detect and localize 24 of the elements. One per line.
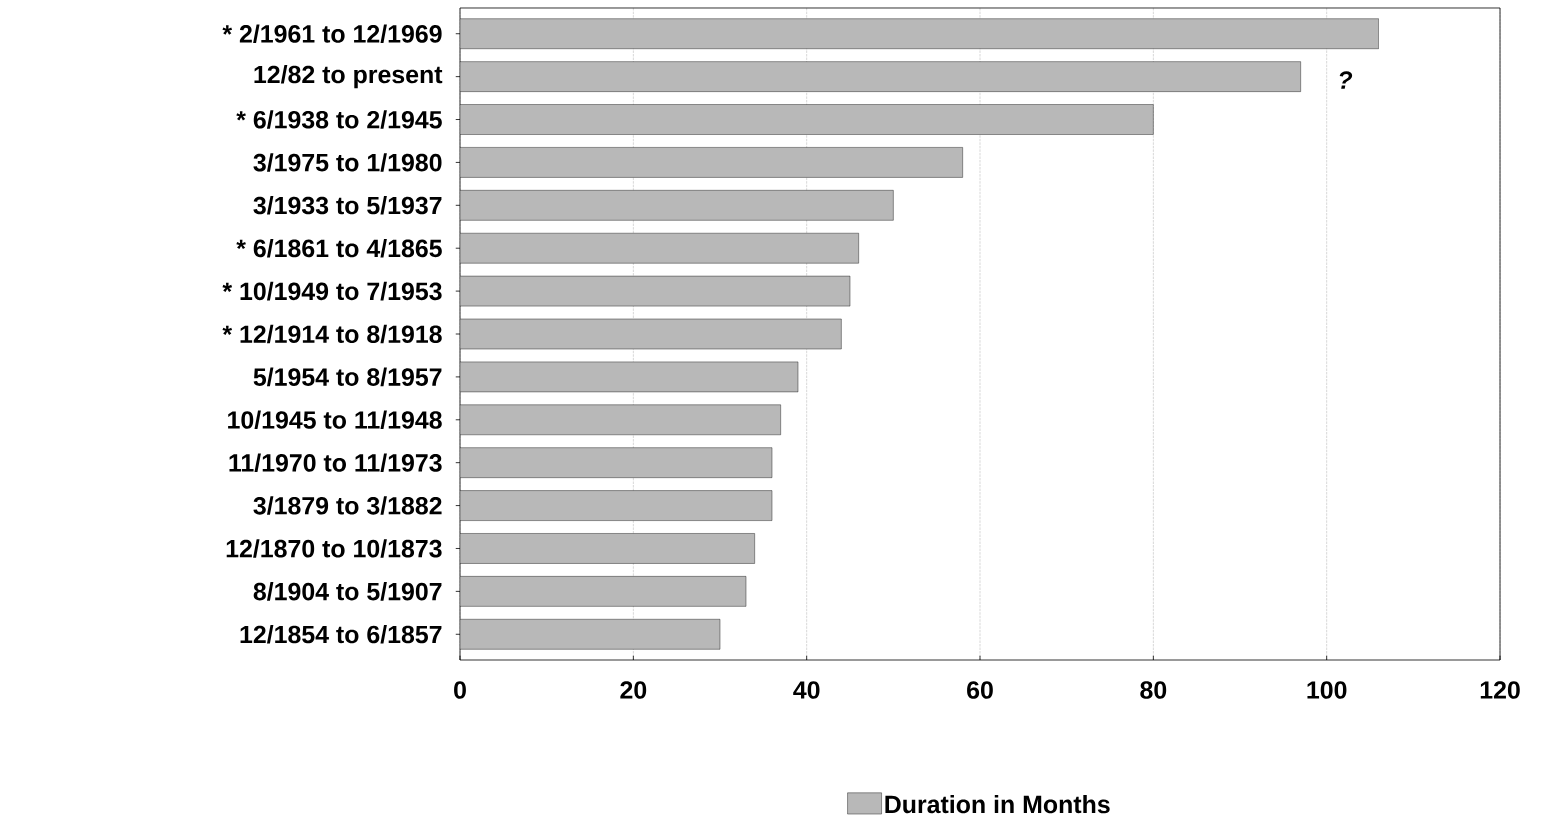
y-tick-label: 5/1954 to 8/1957	[253, 367, 442, 387]
y-tick-label: 12/1870 to 10/1873	[226, 539, 442, 558]
y-tick-label: 12/82 to present	[254, 65, 443, 89]
y-tick-label: * 6/1938 to 2/1945	[236, 110, 442, 129]
y-tick-label: 3/1933 to 5/1937	[253, 196, 442, 215]
y-tick-label: 10/1945 to 11/1948	[228, 410, 442, 430]
y-tick-label: * 12/1914 to 8/1918	[222, 324, 442, 344]
x-tick-label: 80	[1140, 681, 1167, 699]
x-tick-label: 120	[1480, 681, 1520, 699]
y-tick-label: * 6/1861 to 4/1865	[236, 238, 442, 258]
y-tick-label: 8/1904 to 5/1907	[253, 582, 442, 601]
annotation: ?	[1339, 71, 1353, 89]
y-tick-label: 3/1975 to 1/1980	[253, 153, 442, 172]
x-tick-label: 40	[793, 681, 820, 699]
y-tick-label: 11/1970 to 11/1973	[229, 453, 442, 472]
y-tick-label: 12/1854 to 6/1857	[240, 625, 442, 644]
x-tick-label: 60	[967, 681, 993, 699]
x-tick-label: 0	[454, 681, 466, 699]
y-tick-label: * 2/1961 to 12/1969	[222, 24, 442, 43]
x-tick-label: 20	[620, 681, 647, 699]
x-tick-label: 100	[1307, 681, 1347, 699]
y-tick-label: 3/1879 to 3/1882	[253, 496, 442, 515]
legend-label: Duration in Months	[885, 794, 1110, 814]
y-tick-label: * 10/1949 to 7/1953	[222, 281, 442, 301]
